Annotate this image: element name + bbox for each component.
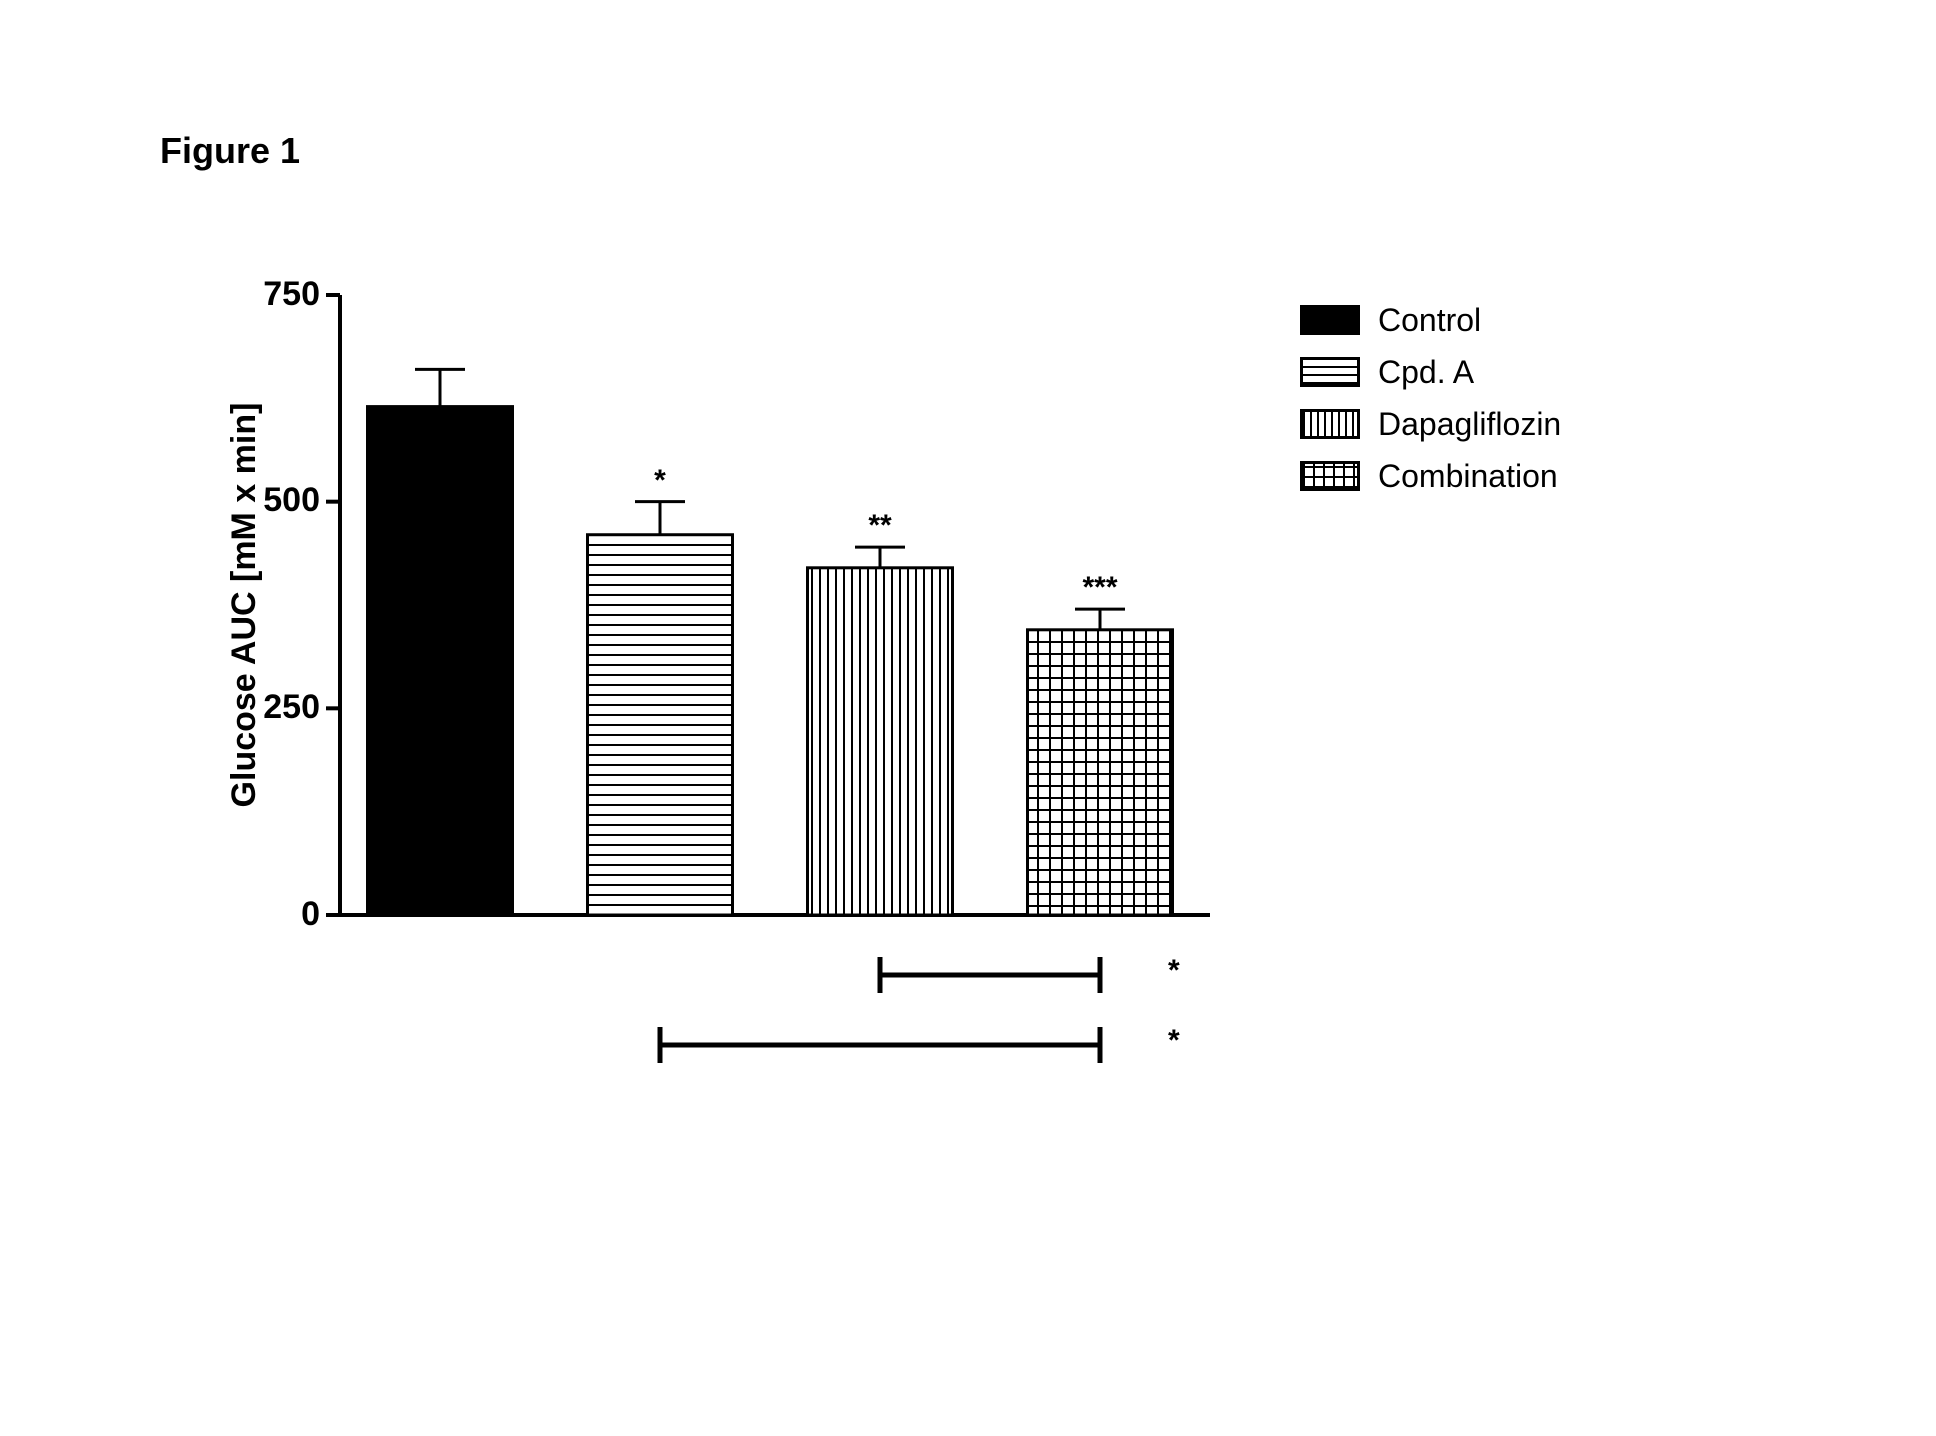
significance-star: ** (820, 509, 940, 543)
bracket-significance-label: * (1168, 1024, 1228, 1058)
legend-swatch (1300, 305, 1360, 335)
legend-item: Combination (1300, 456, 1561, 496)
legend-item: Cpd. A (1300, 352, 1561, 392)
legend-swatch (1300, 461, 1360, 491)
legend-item: Dapagliflozin (1300, 404, 1561, 444)
y-tick-label: 250 (230, 688, 320, 727)
bracket-significance-label: * (1168, 954, 1228, 988)
legend-swatch (1300, 409, 1360, 439)
legend-label: Control (1378, 302, 1481, 339)
legend-label: Dapagliflozin (1378, 406, 1561, 443)
significance-star: *** (1040, 571, 1160, 605)
legend-swatch (1300, 357, 1360, 387)
legend-label: Cpd. A (1378, 354, 1474, 391)
bar (588, 535, 733, 915)
bar (808, 568, 953, 915)
y-tick-label: 500 (230, 481, 320, 520)
y-tick-label: 0 (230, 895, 320, 934)
significance-star: * (600, 464, 720, 498)
bar (368, 407, 513, 915)
y-tick-label: 750 (230, 275, 320, 314)
legend: Control Cpd. A Dapagliflozin Combination (1300, 300, 1561, 508)
bar (1028, 630, 1173, 915)
legend-item: Control (1300, 300, 1561, 340)
legend-label: Combination (1378, 458, 1558, 495)
